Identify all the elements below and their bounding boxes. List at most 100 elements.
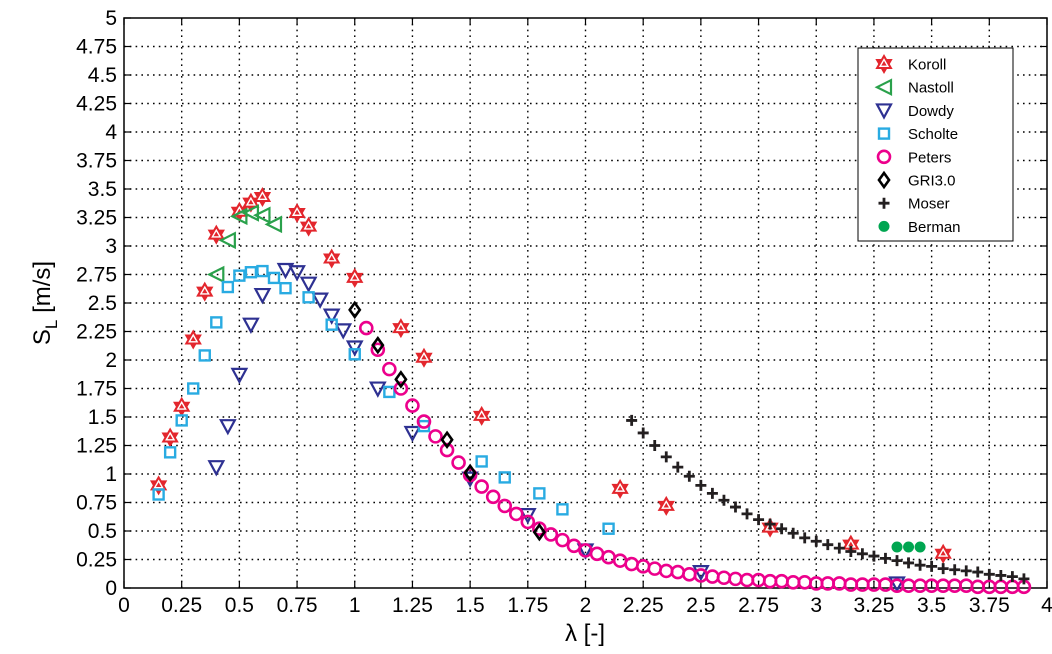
series-nastoll xyxy=(206,204,283,284)
data-point xyxy=(253,287,272,305)
x-tick-label: 3.75 xyxy=(969,594,1010,617)
legend-label: Koroll xyxy=(908,57,946,74)
y-tick-label: 1.5 xyxy=(88,406,117,429)
hexagram-center-mark xyxy=(257,191,268,200)
data-point xyxy=(937,563,949,575)
data-point xyxy=(299,276,318,293)
data-point xyxy=(210,316,223,329)
y-tick-label: 2.75 xyxy=(76,264,117,287)
data-point xyxy=(346,267,364,288)
data-point xyxy=(392,318,410,339)
data-point xyxy=(485,489,501,505)
x-tick-label: 1.25 xyxy=(392,594,433,617)
hexagram-center-mark xyxy=(349,272,360,281)
data-point xyxy=(556,503,569,516)
y-tick-label: 4 xyxy=(105,121,117,144)
hexagram-center-mark xyxy=(764,521,776,531)
y-tick-label: 2 xyxy=(105,349,117,372)
data-point xyxy=(949,564,961,576)
hexagram-center-mark xyxy=(291,207,303,216)
data-point xyxy=(233,269,246,282)
data-point xyxy=(383,385,396,399)
data-point xyxy=(276,262,295,280)
data-point xyxy=(868,550,880,562)
x-tick-label: 0 xyxy=(118,594,130,617)
hexagram-center-mark xyxy=(615,482,626,492)
data-point xyxy=(983,568,995,580)
data-point xyxy=(692,564,710,582)
y-tick-label: 2.25 xyxy=(76,321,117,344)
data-point xyxy=(787,527,799,539)
y-tick-label: 5 xyxy=(105,7,117,30)
data-point xyxy=(368,381,387,398)
legend-marker xyxy=(875,103,893,120)
data-point xyxy=(888,576,906,593)
data-point xyxy=(311,292,329,309)
data-point xyxy=(497,498,513,514)
data-point xyxy=(382,361,397,377)
hexagram-center-mark xyxy=(176,400,187,410)
data-point xyxy=(325,318,338,331)
data-point xyxy=(279,281,292,295)
data-point xyxy=(163,446,177,459)
data-point xyxy=(370,342,386,358)
data-point xyxy=(729,501,741,513)
x-tick-label: 3 xyxy=(810,594,822,617)
x-tick-label: 1.75 xyxy=(507,594,548,617)
data-point xyxy=(753,514,765,526)
hexagram-center-mark xyxy=(211,228,222,238)
x-tick-labels: 0 0.25 0.5 0.75 1 1.25 1.5 1.75 2 2.25 2.5 2.75 3 3.2… xyxy=(118,594,1052,617)
data-point xyxy=(218,419,237,436)
data-point xyxy=(960,565,972,577)
data-point xyxy=(498,471,511,484)
y-tick-label: 4.25 xyxy=(76,93,117,116)
data-point xyxy=(695,479,707,491)
y-tick-label: 2.5 xyxy=(88,292,117,315)
hexagram-center-mark xyxy=(245,196,257,206)
data-point xyxy=(323,248,341,269)
legend-marker xyxy=(874,78,893,96)
data-point xyxy=(299,216,318,237)
legend-entry: Koroll xyxy=(875,53,946,75)
data-point xyxy=(741,508,753,520)
data-point xyxy=(776,523,788,535)
data-point xyxy=(207,224,225,245)
data-point xyxy=(672,461,684,473)
series-gri3-0 xyxy=(348,300,546,542)
data-point xyxy=(764,518,776,530)
data-point xyxy=(543,527,559,542)
data-point xyxy=(822,539,834,551)
data-point xyxy=(914,541,926,553)
legend-label: Dowdy xyxy=(908,103,954,120)
x-tick-label: 1 xyxy=(349,594,361,617)
series-koroll xyxy=(149,186,952,564)
data-point xyxy=(649,440,661,451)
legend-label: GRI3.0 xyxy=(908,173,956,190)
hexagram-center-mark xyxy=(878,58,890,68)
data-point xyxy=(914,559,926,571)
series-berman xyxy=(891,541,926,553)
data-point xyxy=(221,280,235,294)
legend-entry: Berman xyxy=(878,219,961,236)
x-tick-label: 2.75 xyxy=(738,594,779,617)
data-point xyxy=(256,264,269,278)
y-axis-label-main: S xyxy=(29,329,56,345)
data-point xyxy=(475,455,488,468)
hexagram-center-mark xyxy=(153,479,164,489)
data-point xyxy=(845,546,857,558)
y-tick-label: 3.25 xyxy=(76,207,117,230)
y-tick-label: 0 xyxy=(105,577,117,600)
y-tick-label: 1 xyxy=(105,463,117,486)
y-axis-label-unit: [m/s] xyxy=(29,261,56,320)
data-point xyxy=(810,535,822,547)
y-tick-label: 0.5 xyxy=(88,520,117,543)
data-point xyxy=(415,347,433,368)
legend-entries: Koroll Nastoll Dowdy Scholte Peters GRI3.0 Mos… xyxy=(874,53,961,236)
data-point xyxy=(474,479,489,494)
legend-marker xyxy=(876,149,892,165)
legend-entry: Moser xyxy=(878,196,950,213)
legend-entry: Dowdy xyxy=(875,103,954,120)
data-point xyxy=(358,320,374,336)
data-point xyxy=(879,552,891,564)
data-point xyxy=(520,514,536,530)
